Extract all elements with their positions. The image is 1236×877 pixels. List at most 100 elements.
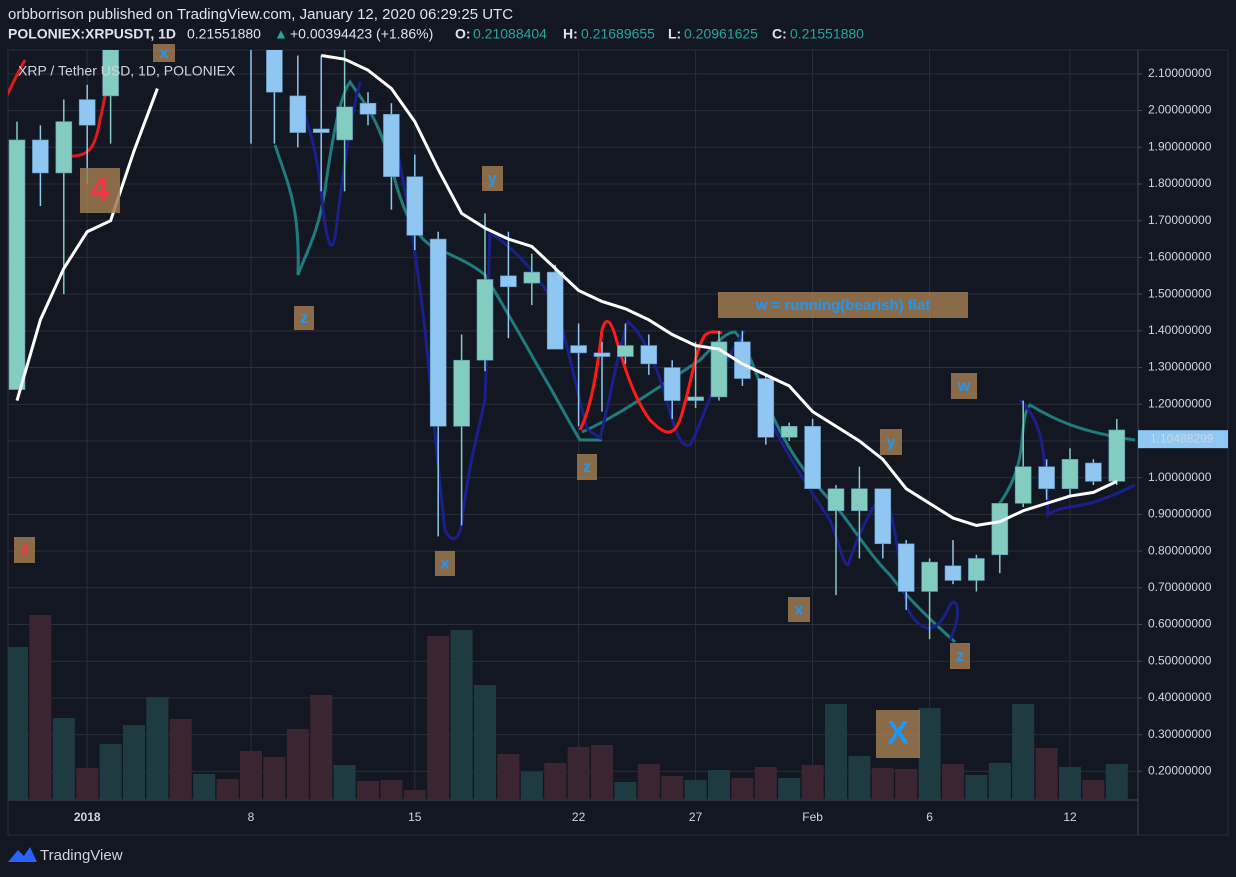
- logo-icon: [8, 847, 37, 862]
- annotation-label: z: [956, 648, 964, 665]
- volume-bar: [965, 775, 988, 800]
- y-tick-label: 1.90000000: [1148, 139, 1212, 153]
- annotation-label: z: [300, 310, 308, 327]
- volume-bar: [942, 764, 964, 800]
- y-tick-label: 0.50000000: [1148, 653, 1212, 667]
- navy-wave: [1018, 398, 1136, 519]
- candle-body: [266, 50, 283, 93]
- candle-body: [1038, 466, 1055, 489]
- y-tick-label: 0.70000000: [1148, 580, 1212, 594]
- x-tick-label: 2018: [74, 810, 101, 824]
- annotation-box: [880, 429, 902, 455]
- volume-bar: [520, 772, 543, 800]
- volume-bar: [497, 754, 520, 800]
- candle-body: [429, 238, 447, 427]
- low-label: L:: [668, 26, 681, 42]
- x-tick-label: 12: [1063, 810, 1077, 824]
- y-tick-label: 2.10000000: [1148, 66, 1212, 80]
- volume-bar: [474, 685, 496, 800]
- high-label: H:: [563, 26, 578, 42]
- y-tick-label: 1.30000000: [1148, 360, 1212, 374]
- volume-bar: [871, 768, 894, 800]
- volume-bar: [591, 745, 613, 800]
- overlay: [15, 54, 1118, 527]
- candle-body: [32, 139, 49, 174]
- published-line: orbborrison published on TradingView.com…: [8, 6, 513, 23]
- teal-wave: [993, 403, 1136, 511]
- symbol: POLONIEX:XRPUSDT, 1D: [8, 26, 176, 42]
- annotation-box: [153, 44, 175, 62]
- footer-brand[interactable]: TradingView: [40, 847, 123, 864]
- y-tick-label: 1.20000000: [1148, 396, 1212, 410]
- open-value: 0.21088404: [473, 26, 547, 42]
- moving-average-line: [15, 88, 159, 402]
- candle-body: [312, 128, 330, 133]
- volume-bar: [146, 697, 169, 800]
- candle-body: [663, 367, 681, 401]
- volume-bar: [310, 695, 333, 800]
- candle-body: [546, 271, 564, 350]
- annotation-label: 4: [91, 170, 110, 208]
- candle-body: [336, 106, 353, 141]
- volume-bar: [8, 647, 28, 800]
- candle-body: [944, 565, 962, 581]
- candle-body: [710, 341, 728, 398]
- x-tick-label: 6: [926, 810, 933, 824]
- footer-logo: TradingView: [8, 847, 123, 864]
- candle-body: [968, 558, 985, 581]
- volume-bar: [169, 719, 192, 800]
- volume-bar: [193, 774, 216, 800]
- close-value: 0.21551880: [790, 26, 864, 42]
- x-tick-label: 27: [689, 810, 703, 824]
- volume-bar: [333, 765, 356, 800]
- volume-bar: [988, 763, 1011, 800]
- volume-layer: [8, 615, 1128, 800]
- annotation-label: x: [795, 602, 804, 619]
- y-tick-label: 0.30000000: [1148, 727, 1212, 741]
- chart-frame: [7, 49, 1229, 836]
- candle-body: [8, 139, 26, 390]
- volume-bar: [450, 630, 473, 800]
- annotation-box: [876, 710, 920, 758]
- y-tick-label: 1.70000000: [1148, 213, 1212, 227]
- annotation-label: w: [957, 378, 971, 395]
- navy-wave: [296, 81, 362, 247]
- x-tick-label: Feb: [802, 810, 823, 824]
- volume-bar: [684, 780, 707, 800]
- candle-body: [500, 275, 517, 288]
- volume-bar: [99, 744, 122, 800]
- volume-bar: [380, 780, 403, 800]
- volume-bar: [825, 704, 847, 800]
- candle-body: [757, 378, 775, 438]
- x-tick-label: 22: [572, 810, 586, 824]
- volume-bar: [1105, 764, 1128, 800]
- candle-body: [1085, 462, 1102, 482]
- candle-body: [523, 271, 541, 284]
- y-tick-label: 0.20000000: [1148, 764, 1212, 778]
- candles: [8, 50, 1126, 640]
- candle-body: [453, 359, 470, 427]
- y-tick-label: 0.90000000: [1148, 507, 1212, 521]
- volume-bar: [895, 769, 918, 800]
- annotation-box: [80, 168, 120, 213]
- moving-average-line: [320, 54, 1118, 527]
- y-tick-label: 2.00000000: [1148, 103, 1212, 117]
- y-tick-label: 0.80000000: [1148, 543, 1212, 557]
- candle-body: [617, 345, 634, 357]
- candle-body: [289, 95, 307, 133]
- change: +0.00394423 (+1.86%): [290, 26, 433, 42]
- volume-bar: [708, 770, 730, 800]
- annotation-label: x: [160, 45, 169, 62]
- candle-body: [406, 176, 424, 236]
- annotation-box: [718, 292, 968, 318]
- volume-bar: [801, 765, 824, 800]
- volume-bar: [1035, 748, 1058, 800]
- annotation-box: [14, 537, 35, 563]
- candle-body: [897, 543, 915, 592]
- volume-bar: [263, 757, 286, 800]
- volume-bar: [1082, 780, 1105, 800]
- y-tick-label: 0.60000000: [1148, 617, 1212, 631]
- volume-bar: [240, 751, 262, 800]
- y-tick-label: 0.40000000: [1148, 690, 1212, 704]
